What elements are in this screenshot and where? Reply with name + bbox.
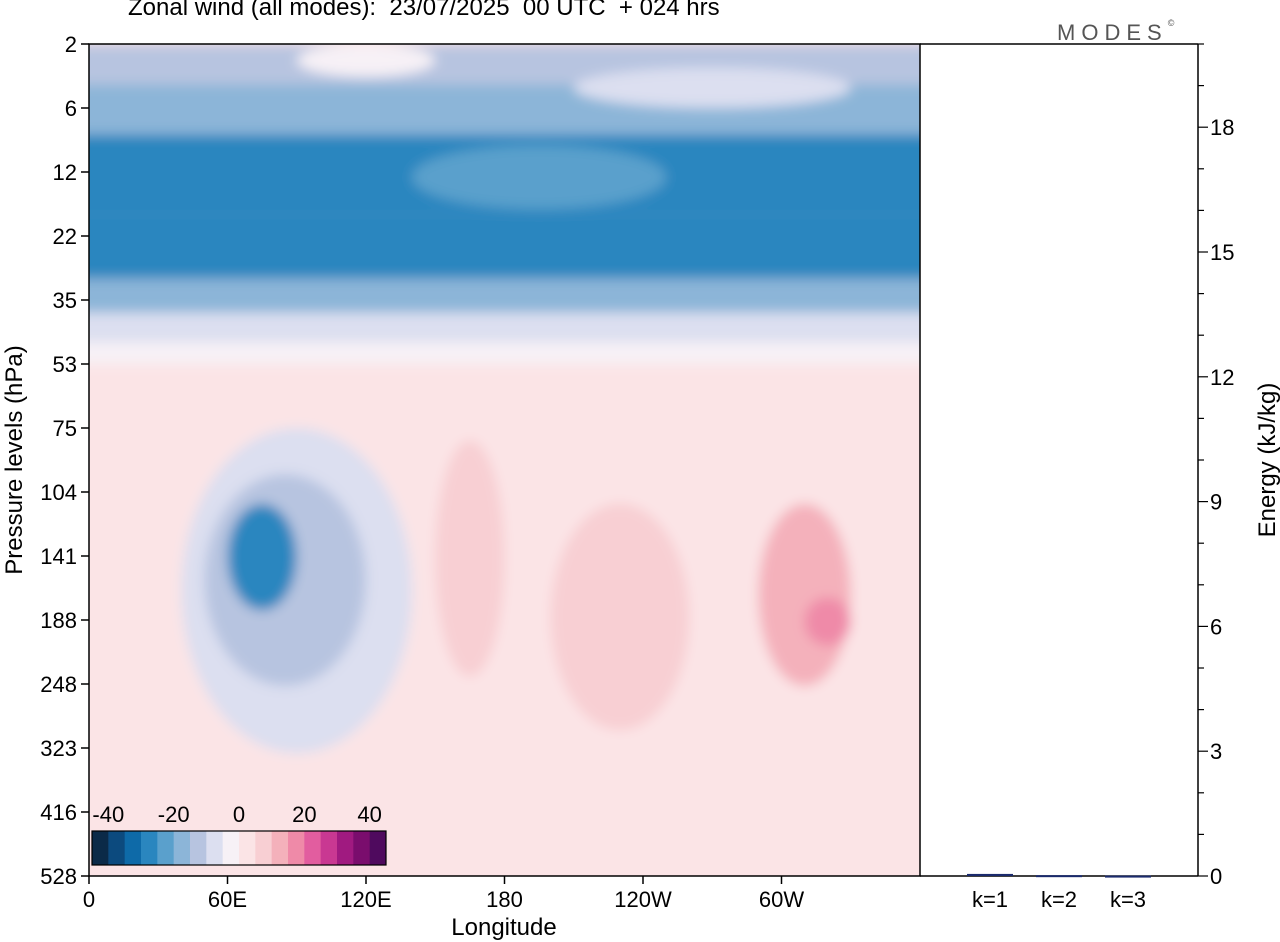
colorbar-tick-label: -20 (158, 802, 190, 827)
colorbar-swatch (271, 831, 289, 865)
colorbar-swatch (369, 831, 387, 865)
heatmap-field (89, 44, 920, 876)
colorbar-swatch (141, 831, 158, 865)
y-tick-label: 528 (40, 864, 77, 889)
colorbar-tick-label: 20 (292, 802, 316, 827)
energy-tick-label: 12 (1210, 365, 1234, 390)
heatmap-region (89, 312, 920, 343)
heatmap-region (112, 554, 159, 677)
energy-tick-label: 9 (1210, 490, 1222, 515)
y-tick-label: 141 (40, 544, 77, 569)
y-tick-label: 75 (53, 416, 77, 441)
copyright-mark: © (1167, 18, 1175, 28)
colorbar-swatch (108, 831, 126, 865)
colorbar-swatch (239, 831, 256, 865)
y-tick-label: 2 (65, 32, 77, 57)
colorbar-tick-label: 40 (357, 802, 381, 827)
heatmap-region (89, 342, 920, 364)
colorbar-swatch (222, 831, 240, 865)
y-axis-label: Pressure levels (hPa) (1, 345, 28, 574)
heatmap-region (804, 597, 851, 646)
y-tick-label: 53 (53, 352, 77, 377)
energy-tick-label: 6 (1210, 614, 1222, 639)
bar-category-label: k=2 (1041, 887, 1077, 912)
heatmap-region (296, 44, 436, 77)
energy-tick-label: 15 (1210, 240, 1234, 265)
y-tick-label: 12 (53, 160, 77, 185)
x-axis-label: Longitude (451, 914, 556, 941)
heatmap-region (573, 67, 851, 108)
y-tick-label: 6 (65, 96, 77, 121)
heatmap-region (412, 145, 667, 209)
bar-category-label: k=1 (972, 887, 1008, 912)
energy-axis-label: Energy (kJ/kg) (1254, 383, 1280, 538)
heatmap-region (89, 214, 920, 279)
colorbar-swatch (304, 831, 322, 865)
colorbar-swatch (190, 831, 207, 865)
heatmap-region (550, 503, 690, 731)
colorbar-tick-label: 0 (233, 802, 245, 827)
energy-bar-k2 (1036, 875, 1082, 878)
energy-tick-label: 0 (1210, 864, 1222, 889)
x-tick-label: 120W (614, 887, 672, 912)
colorbar-swatch (320, 831, 338, 865)
x-tick-label: 180 (486, 887, 523, 912)
heatmap-region (89, 278, 920, 313)
y-tick-label: 35 (53, 288, 77, 313)
colorbar-swatch (173, 831, 191, 865)
x-tick-label: 60W (759, 887, 804, 912)
colorbar-swatch (337, 831, 354, 865)
x-tick-label: 0 (83, 887, 95, 912)
heatmap-region (758, 503, 851, 686)
colorbar-frame (91, 830, 387, 866)
colorbar-swatch (92, 831, 109, 865)
heatmap-region (227, 503, 297, 611)
energy-tick-label: 3 (1210, 739, 1222, 764)
colorbar-tick-label: -40 (92, 802, 124, 827)
chart-title: Zonal wind (all modes): 23/07/2025 00 UT… (128, 0, 720, 21)
modes-logo: MODES© (1057, 18, 1175, 46)
bar-category-label: k=3 (1110, 887, 1146, 912)
colorbar-swatch (124, 831, 142, 865)
y-tick-label: 104 (40, 480, 77, 505)
heatmap-region (435, 440, 505, 677)
x-tick-label: 60E (208, 887, 247, 912)
colorbar-swatch (206, 831, 224, 865)
colorbar-swatch (255, 831, 273, 865)
colorbar-swatch (353, 831, 371, 865)
y-tick-label: 323 (40, 736, 77, 761)
colorbar-swatch (288, 831, 305, 865)
energy-tick-label: 18 (1210, 115, 1234, 140)
logo-text: MODES (1057, 20, 1168, 45)
colorbar-swatch (157, 831, 175, 865)
x-tick-label: 120E (340, 887, 391, 912)
y-tick-label: 248 (40, 672, 77, 697)
y-tick-label: 416 (40, 800, 77, 825)
y-tick-label: 188 (40, 608, 77, 633)
energy-bar-k1 (967, 873, 1013, 876)
y-tick-label: 22 (53, 224, 77, 249)
energy-bar-k3 (1105, 875, 1151, 878)
